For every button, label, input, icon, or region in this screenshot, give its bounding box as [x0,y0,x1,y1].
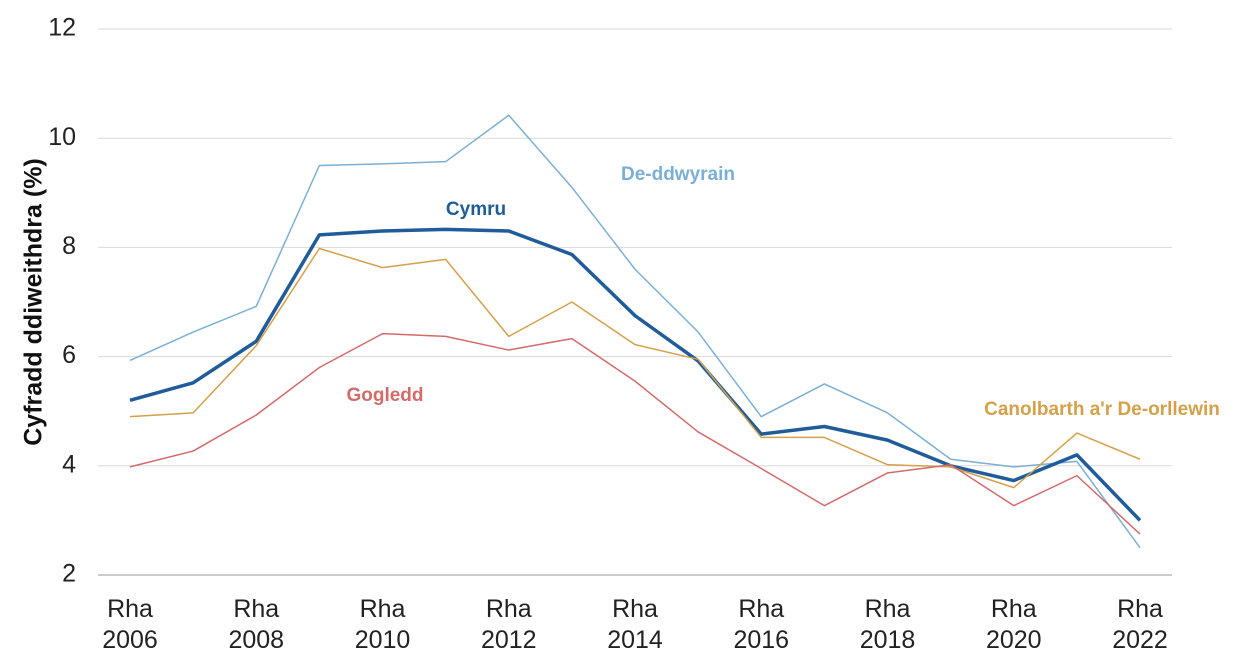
x-tick-label: Rha 2014 [607,595,663,654]
y-tick-label: 8 [62,232,76,260]
x-tick-label: Rha 2018 [859,595,916,654]
y-tick-label: 10 [48,123,76,151]
y-tick-label: 12 [48,14,76,42]
y-tick-label: 4 [62,450,76,478]
x-tick-label: Rha 2008 [228,595,285,654]
x-tick-label: Rha 2006 [102,595,158,654]
x-tick-label: Rha 2010 [354,595,411,654]
y-axis-label: Cyfradd ddiweithdra (%) [20,158,48,446]
series-label: De-ddwyrain [621,164,735,185]
y-tick-label: 6 [62,341,76,369]
series-line [129,332,1141,535]
x-tick-label: Rha 2016 [733,595,790,654]
series-line [129,247,1141,489]
x-tick-label: Rha 2012 [480,595,537,654]
series-label: Cymru [446,199,506,220]
series-line [129,114,1141,549]
x-tick-label: Rha 2020 [985,595,1042,654]
x-tick-label: Rha 2022 [1112,595,1168,654]
y-tick-label: 2 [62,560,76,588]
series-label: Gogledd [346,385,423,406]
series-label: Canolbarth a'r De-orllewin [984,399,1220,420]
series-line [129,227,1142,522]
